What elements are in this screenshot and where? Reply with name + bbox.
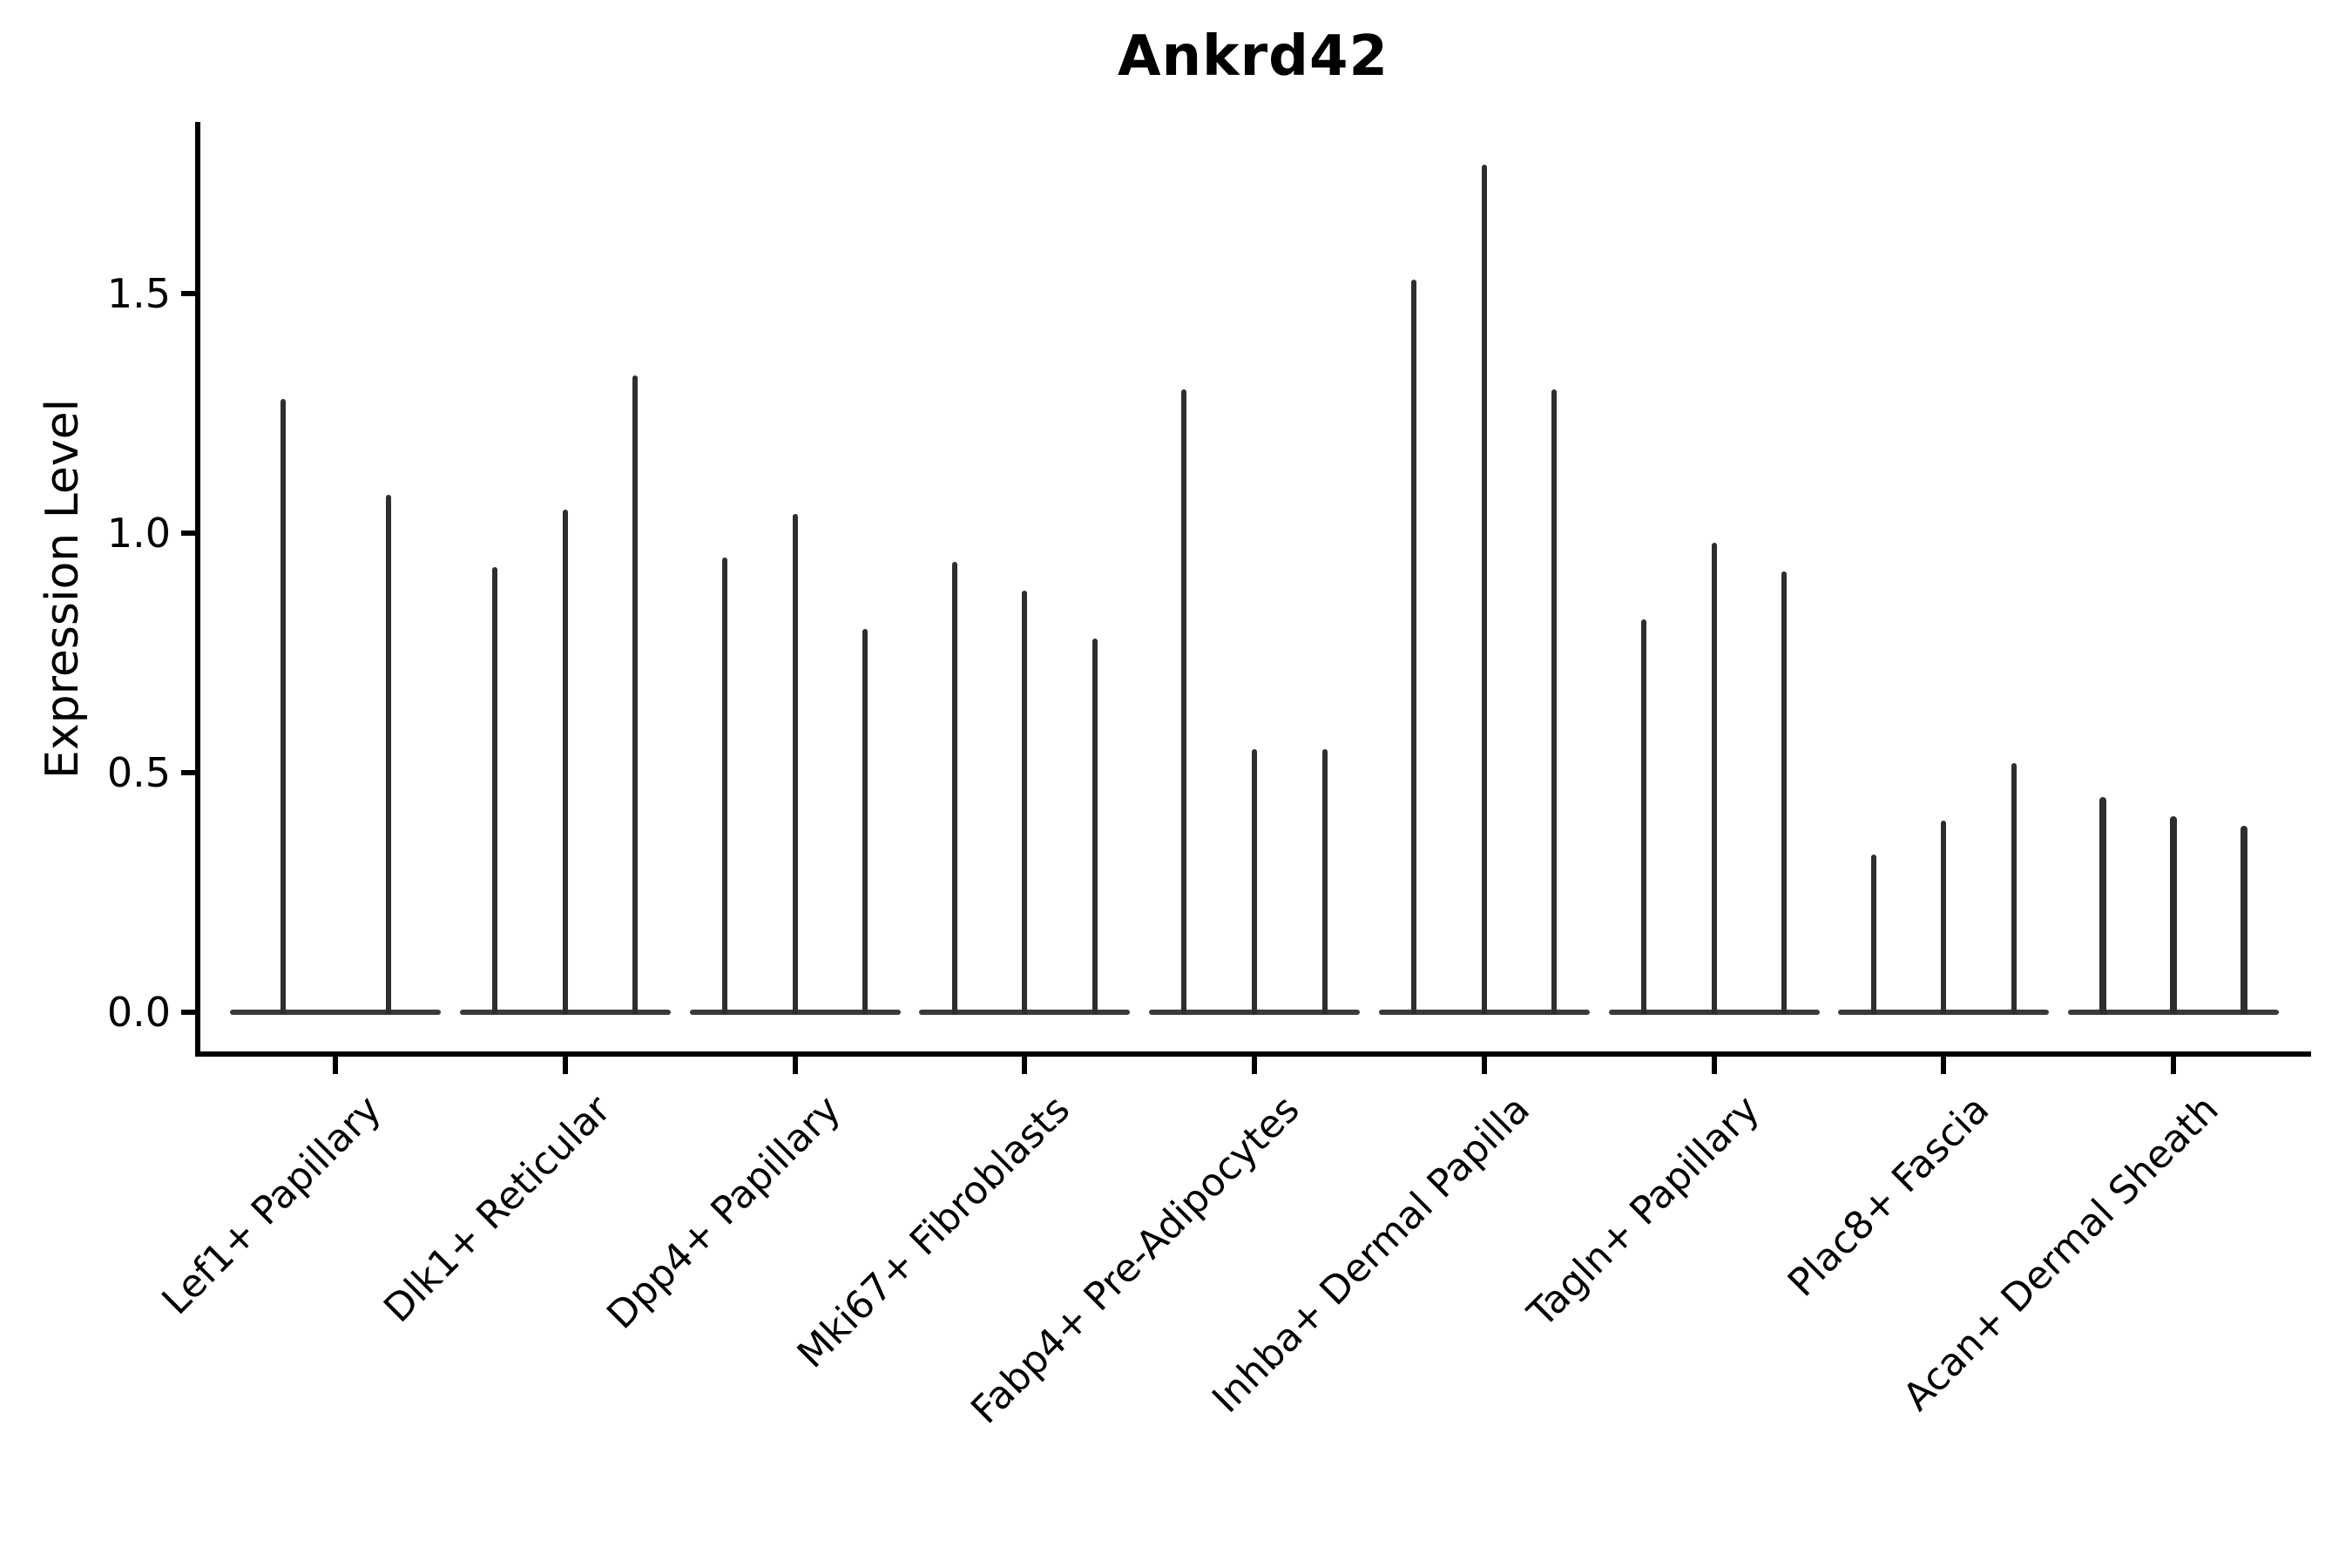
violin-spike xyxy=(1640,619,1646,1014)
violin-spike xyxy=(2240,825,2247,1014)
violin-spike xyxy=(2170,815,2177,1014)
y-tick xyxy=(181,770,195,775)
violin-spike xyxy=(1411,279,1417,1014)
violin-spike xyxy=(1870,854,1876,1014)
x-tick xyxy=(2171,1057,2176,1074)
violin-spike xyxy=(792,514,798,1014)
violin-spike xyxy=(280,399,286,1014)
y-axis-label: Expression Level xyxy=(37,398,89,780)
violin-spike xyxy=(1022,591,1028,1014)
violin-spike xyxy=(1481,164,1487,1014)
y-tick xyxy=(181,1010,195,1015)
violin-baseline xyxy=(230,1010,441,1015)
x-tick xyxy=(1022,1057,1028,1074)
violin-spike xyxy=(1181,389,1187,1014)
violin-spike xyxy=(2099,796,2107,1014)
x-axis-spine xyxy=(195,1051,2311,1057)
x-tick xyxy=(792,1057,798,1074)
x-tick-label: Tagln+ Papillary xyxy=(1519,1087,1768,1336)
x-tick-label: Dlk1+ Reticular xyxy=(375,1087,619,1331)
y-tick-label: 1.5 xyxy=(106,270,171,317)
x-tick xyxy=(1711,1057,1717,1074)
y-tick-label: 1.0 xyxy=(106,510,171,557)
x-tick xyxy=(1252,1057,1257,1074)
y-tick xyxy=(181,291,195,296)
violin-spike xyxy=(862,629,868,1014)
violin-spike xyxy=(1321,748,1328,1014)
violin-spike xyxy=(562,509,568,1014)
violin-spike xyxy=(492,566,498,1014)
x-tick xyxy=(562,1057,568,1074)
x-tick xyxy=(1941,1057,1947,1074)
x-tick-label: Dpp4+ Papillary xyxy=(598,1087,849,1338)
violin-spike xyxy=(632,375,639,1014)
violin-spike xyxy=(1781,571,1788,1014)
x-tick-label: Plac8+ Fascia xyxy=(1779,1087,1998,1306)
violin-spike xyxy=(1252,748,1257,1014)
violin-spike xyxy=(1551,389,1558,1014)
x-tick xyxy=(1481,1057,1487,1074)
x-tick xyxy=(333,1057,338,1074)
x-tick-label: Lef1+ Papillary xyxy=(152,1087,390,1324)
violin-spike xyxy=(1941,821,1947,1014)
y-tick-label: 0.5 xyxy=(106,749,171,796)
y-tick-label: 0.0 xyxy=(106,989,171,1036)
violin-spike xyxy=(2011,763,2017,1014)
violin-spike xyxy=(721,557,727,1014)
y-tick xyxy=(181,531,195,536)
plot-title: Ankrd42 xyxy=(1117,24,1389,89)
y-axis-spine xyxy=(195,122,200,1057)
violin-spike xyxy=(1711,543,1717,1014)
violin-spike xyxy=(1092,639,1098,1014)
violin-spike xyxy=(385,495,391,1014)
violin-spike xyxy=(951,562,957,1014)
